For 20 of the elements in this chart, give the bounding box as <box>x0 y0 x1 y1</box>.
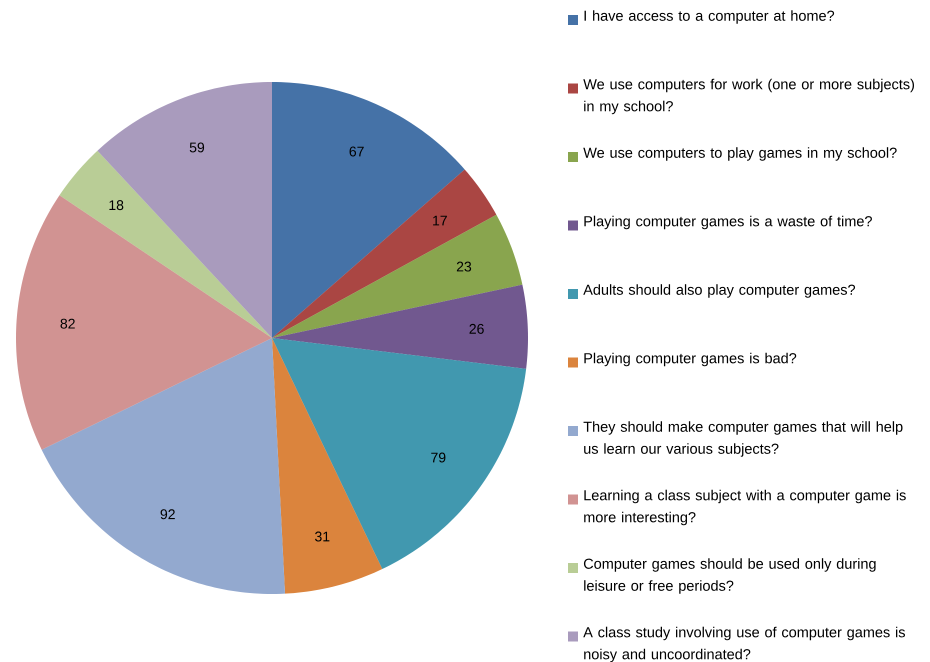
data-label: 59 <box>190 142 204 152</box>
legend-label: A class study involving use of computer games is noisy and uncoordinated? <box>583 626 905 662</box>
data-label: 23 <box>456 262 472 272</box>
legend-label: Adults should also play computer games? <box>583 284 856 298</box>
legend-label: I have access to a computer at home? <box>584 10 834 24</box>
data-label: 18 <box>109 200 124 210</box>
legend-label: Playing computer games is bad? <box>584 352 796 366</box>
data-label: 79 <box>431 452 446 462</box>
data-label: 17 <box>433 216 447 226</box>
data-label: 67 <box>350 146 364 156</box>
data-label: 92 <box>160 509 175 520</box>
legend-label: They should make computer games that will help us learn our various subjects? <box>584 421 903 457</box>
data-label: 31 <box>315 532 330 542</box>
legend-label: We use computers for work (one or more subjects) in my school? <box>583 78 914 114</box>
data-label: 82 <box>60 318 75 329</box>
data-label: 26 <box>470 324 484 334</box>
legend-label: Learning a class subject with a computer game is more interesting? <box>584 490 906 526</box>
legend-label: We use computers to play games in my school? <box>583 147 897 161</box>
legend-label: Computer games should be used only during leisure or free periods? <box>584 558 876 594</box>
legend-label: Playing computer games is a waste of time? <box>584 216 872 230</box>
